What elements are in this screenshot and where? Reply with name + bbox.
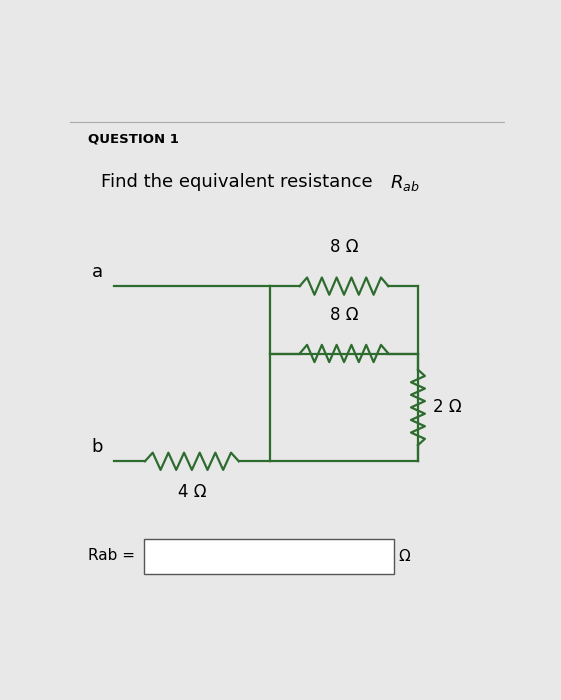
- Text: Ω: Ω: [398, 550, 410, 564]
- Text: b: b: [91, 438, 103, 456]
- Text: a: a: [91, 262, 103, 281]
- Text: Find the equivalent resistance: Find the equivalent resistance: [100, 173, 378, 191]
- Text: QUESTION 1: QUESTION 1: [88, 132, 178, 146]
- FancyBboxPatch shape: [144, 540, 394, 575]
- Text: Rab =: Rab =: [88, 548, 139, 563]
- Text: 2 Ω: 2 Ω: [433, 398, 462, 416]
- Text: 8 Ω: 8 Ω: [330, 306, 358, 324]
- Text: $R_{ab}$: $R_{ab}$: [390, 173, 419, 193]
- Text: 8 Ω: 8 Ω: [330, 239, 358, 256]
- Text: 4 Ω: 4 Ω: [178, 483, 206, 501]
